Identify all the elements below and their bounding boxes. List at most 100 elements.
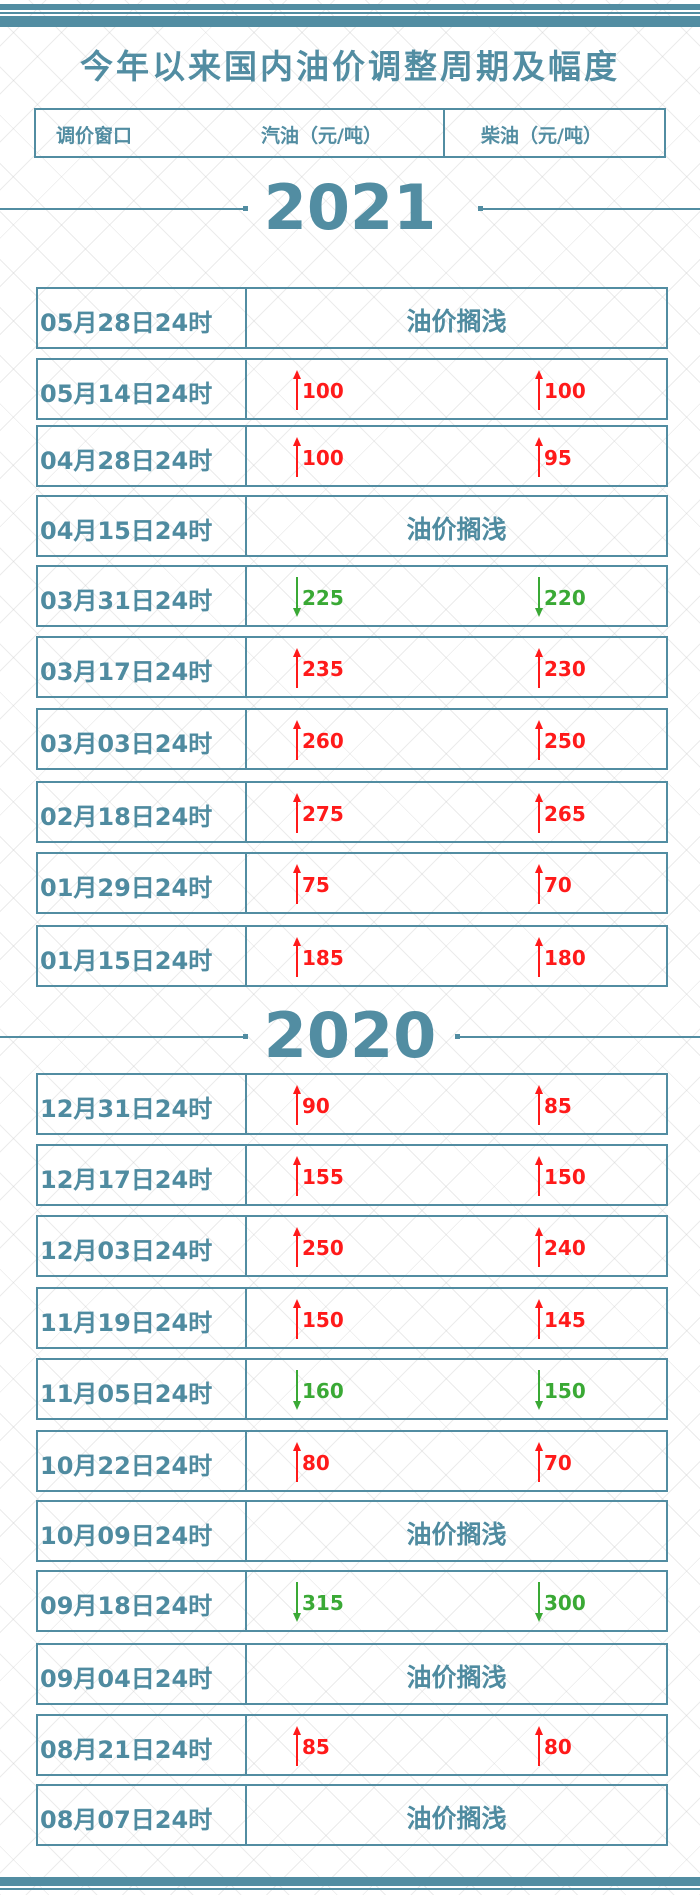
diesel-change-value: 250: [544, 729, 586, 753]
adjustment-date: 05月14日24时: [40, 380, 213, 408]
row-divider: [245, 360, 247, 418]
adjustment-date: 05月28日24时: [40, 309, 213, 337]
adjustment-date: 04月15日24时: [40, 517, 213, 545]
table-row: 08月21日24时 85 80: [36, 1714, 668, 1776]
year-divider-dot: [478, 206, 483, 211]
gasoline-change-value: 315: [302, 1591, 344, 1615]
table-row: 10月09日24时 油价搁浅: [36, 1500, 668, 1562]
table-row: 03月17日24时 235 230: [36, 636, 668, 698]
gasoline-change-value: 260: [302, 729, 344, 753]
diesel-change-value: 230: [544, 657, 586, 681]
row-divider: [245, 1502, 247, 1560]
row-divider: [245, 497, 247, 555]
adjustment-date: 03月17日24时: [40, 658, 213, 686]
gasoline-change-value: 155: [302, 1165, 344, 1189]
year-divider-dot: [243, 206, 248, 211]
adjustment-date: 10月22日24时: [40, 1452, 213, 1480]
gasoline-change-value: 75: [302, 873, 330, 897]
diesel-change-value: 240: [544, 1236, 586, 1260]
row-divider: [245, 567, 247, 625]
adjustment-date: 01月15日24时: [40, 947, 213, 975]
gasoline-change-value: 150: [302, 1308, 344, 1332]
table-row: 11月19日24时 150 145: [36, 1287, 668, 1349]
adjustment-date: 09月18日24时: [40, 1592, 213, 1620]
top-stripe: [0, 16, 700, 27]
status-stalled: 油价搁浅: [406, 1663, 507, 1692]
table-row: 03月31日24时 225 220: [36, 565, 668, 627]
year-divider-line: [460, 1036, 700, 1038]
row-divider: [245, 1360, 247, 1418]
diesel-change-value: 150: [544, 1165, 586, 1189]
bottom-stripe: [0, 1877, 700, 1886]
header-gasoline: 汽油（元/吨）: [261, 125, 382, 147]
year-heading: 2020: [263, 999, 437, 1072]
table-row: 12月31日24时 90 85: [36, 1073, 668, 1135]
table-header: 调价窗口 汽油（元/吨） 柴油（元/吨）: [34, 108, 666, 158]
row-divider: [245, 927, 247, 985]
row-divider: [245, 1146, 247, 1204]
gasoline-change-value: 250: [302, 1236, 344, 1260]
table-row: 03月03日24时 260 250: [36, 708, 668, 770]
row-divider: [245, 1572, 247, 1630]
row-divider: [245, 1075, 247, 1133]
row-divider: [245, 783, 247, 841]
gasoline-change-value: 225: [302, 586, 344, 610]
diesel-change-value: 180: [544, 946, 586, 970]
gasoline-change-value: 185: [302, 946, 344, 970]
adjustment-date: 03月03日24时: [40, 730, 213, 758]
diesel-change-value: 95: [544, 446, 572, 470]
table-row: 04月15日24时 油价搁浅: [36, 495, 668, 557]
diesel-change-value: 220: [544, 586, 586, 610]
row-divider: [245, 289, 247, 347]
diesel-change-value: 85: [544, 1094, 572, 1118]
gasoline-change-value: 275: [302, 802, 344, 826]
table-row: 05月14日24时 100 100: [36, 358, 668, 420]
diesel-change-value: 80: [544, 1735, 572, 1759]
status-stalled: 油价搁浅: [406, 1804, 507, 1833]
diesel-change-value: 70: [544, 1451, 572, 1475]
table-row: 08月07日24时 油价搁浅: [36, 1784, 668, 1846]
adjustment-date: 04月28日24时: [40, 447, 213, 475]
year-heading: 2021: [263, 171, 437, 244]
row-divider: [245, 1217, 247, 1275]
table-row: 01月15日24时 185 180: [36, 925, 668, 987]
table-row: 12月03日24时 250 240: [36, 1215, 668, 1277]
year-divider-dot: [243, 1034, 248, 1039]
adjustment-date: 09月04日24时: [40, 1665, 213, 1693]
row-divider: [245, 1289, 247, 1347]
year-divider-line: [483, 208, 700, 210]
table-row: 09月18日24时 315 300: [36, 1570, 668, 1632]
top-stripe: [0, 4, 700, 10]
table-row: 10月22日24时 80 70: [36, 1430, 668, 1492]
diesel-change-value: 70: [544, 873, 572, 897]
table-row: 12月17日24时 155 150: [36, 1144, 668, 1206]
row-divider: [245, 854, 247, 912]
table-row: 05月28日24时 油价搁浅: [36, 287, 668, 349]
adjustment-date: 01月29日24时: [40, 874, 213, 902]
year-divider-line: [0, 208, 243, 210]
table-row: 01月29日24时 75 70: [36, 852, 668, 914]
status-stalled: 油价搁浅: [406, 1520, 507, 1549]
header-divider: [443, 110, 445, 156]
gasoline-change-value: 80: [302, 1451, 330, 1475]
gasoline-change-value: 90: [302, 1094, 330, 1118]
header-window: 调价窗口: [56, 125, 133, 147]
diesel-change-value: 265: [544, 802, 586, 826]
gasoline-change-value: 235: [302, 657, 344, 681]
adjustment-date: 03月31日24时: [40, 587, 213, 615]
page-title: 今年以来国内油价调整周期及幅度: [80, 47, 620, 86]
adjustment-date: 10月09日24时: [40, 1522, 213, 1550]
row-divider: [245, 1716, 247, 1774]
row-divider: [245, 1645, 247, 1703]
year-divider-dot: [455, 1034, 460, 1039]
diesel-change-value: 100: [544, 379, 586, 403]
adjustment-date: 12月31日24时: [40, 1095, 213, 1123]
table-row: 11月05日24时 160 150: [36, 1358, 668, 1420]
header-diesel: 柴油（元/吨）: [481, 125, 602, 147]
table-row: 04月28日24时 100 95: [36, 425, 668, 487]
row-divider: [245, 1786, 247, 1844]
status-stalled: 油价搁浅: [406, 307, 507, 336]
adjustment-date: 08月21日24时: [40, 1736, 213, 1764]
diesel-change-value: 300: [544, 1591, 586, 1615]
table-row: 09月04日24时 油价搁浅: [36, 1643, 668, 1705]
